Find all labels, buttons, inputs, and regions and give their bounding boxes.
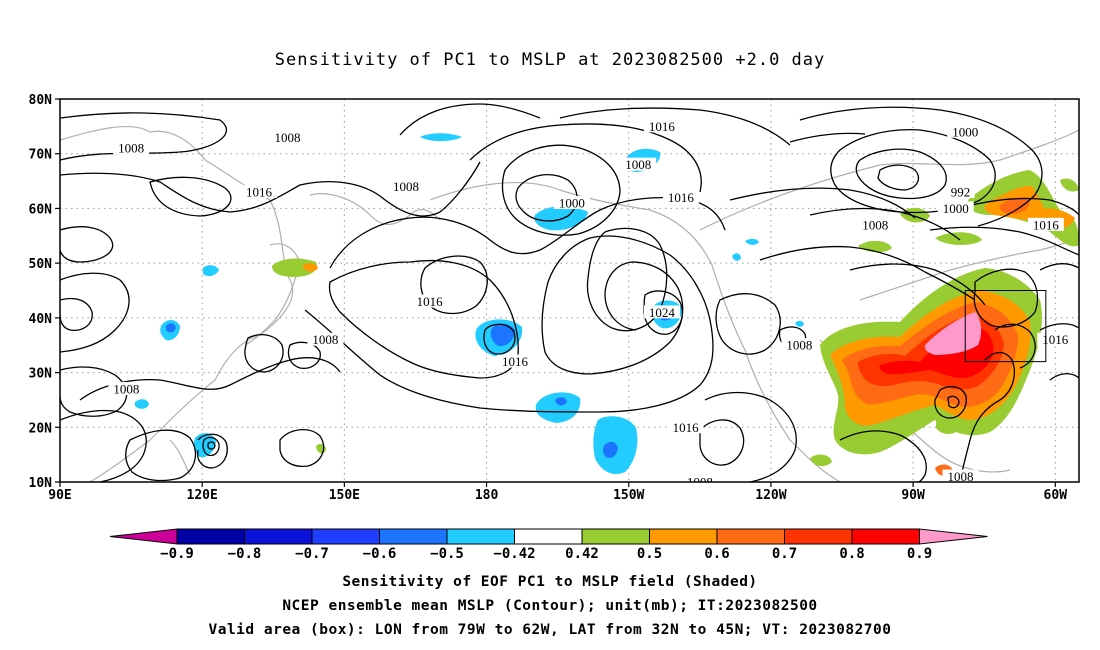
colorbar-tick-label: −0.9 xyxy=(160,546,194,562)
contour-label-bg xyxy=(643,119,680,133)
caption-line-1: Sensitivity of EOF PC1 to MSLP field (Sh… xyxy=(342,574,758,590)
colorbar-segment xyxy=(244,528,313,545)
contour-label: 1016 xyxy=(1033,217,1060,232)
contour-label: 1016 xyxy=(1042,332,1069,347)
contour-label: 1016 xyxy=(668,190,695,205)
colorbar-segment xyxy=(176,528,245,545)
contour-label-bg xyxy=(681,475,718,482)
contour-label-bg xyxy=(620,157,657,171)
contour-label: 992 xyxy=(951,185,971,200)
lat-label: 60N xyxy=(29,202,53,217)
colorbar-segment xyxy=(649,528,718,545)
colorbar-tick-label: 0.7 xyxy=(772,546,797,562)
contour-label-bg xyxy=(781,338,818,352)
contour-label-bg xyxy=(108,381,145,395)
lat-label: 70N xyxy=(29,148,53,163)
colorbar-tick-label: 0.8 xyxy=(839,546,864,562)
contour-label: 1008 xyxy=(118,141,144,156)
colorbar: −0.9 −0.8 −0.7 −0.6 −0.5 −0.42 0.42 0.5 0.6 0.7 0.… xyxy=(109,528,988,562)
contour-label: 1008 xyxy=(786,338,812,353)
contour-label-bg xyxy=(667,420,704,434)
contour-label: 1008 xyxy=(948,469,974,484)
colorbar-arrow-left xyxy=(109,528,178,545)
contour-label-bg xyxy=(269,130,306,144)
contour-label-bg xyxy=(947,124,984,138)
lon-label: 90W xyxy=(901,488,925,503)
contour-label: 1008 xyxy=(274,130,300,145)
contour-label: 1016 xyxy=(246,185,273,200)
colorbar-segment xyxy=(311,528,380,545)
lat-label: 20N xyxy=(29,421,53,436)
colorbar-tick-label: 0.9 xyxy=(907,546,932,562)
contour-label: 1008 xyxy=(113,381,139,396)
contour-label-bg xyxy=(241,185,278,199)
colorbar-tick-label: −0.7 xyxy=(295,546,329,562)
caption-line-3: Valid area (box): LON from 79W to 62W, L… xyxy=(208,622,892,638)
lon-label: 180 xyxy=(475,488,499,503)
lat-label: 30N xyxy=(29,367,53,382)
contour-label-bg xyxy=(307,332,344,346)
colorbar-tick-label: −0.42 xyxy=(493,546,535,562)
contour-label: 1016 xyxy=(649,119,676,134)
plot-frame xyxy=(59,98,1080,483)
colorbar-tick-label: −0.8 xyxy=(228,546,262,562)
lon-label: 150E xyxy=(329,488,360,503)
contour-label-bg xyxy=(387,179,424,193)
colorbar-tick-label: −0.6 xyxy=(363,546,397,562)
contour-label-bg xyxy=(946,185,975,199)
contour-label-bg xyxy=(411,294,448,308)
contour-label: 1000 xyxy=(943,201,969,216)
lon-label: 90E xyxy=(48,488,71,503)
contour-label-bg xyxy=(553,195,590,209)
map-title: Sensitivity of PC1 to MSLP at 2023082500… xyxy=(274,50,826,70)
lon-label: 120E xyxy=(187,488,218,503)
contour-label: 1024 xyxy=(649,305,676,320)
contour-label: 1008 xyxy=(862,217,888,232)
colorbar-tick-label: 0.42 xyxy=(565,546,599,562)
valid-area-box xyxy=(964,290,1047,363)
lon-label: 120W xyxy=(755,488,786,503)
contour-label: 1000 xyxy=(559,195,585,210)
contour-label: 1008 xyxy=(312,332,338,347)
contour-label-bg xyxy=(937,201,974,215)
colorbar-segment xyxy=(851,528,920,545)
contour-label-bg xyxy=(113,141,150,155)
colorbar-tick-label: 0.5 xyxy=(637,546,662,562)
contour-label-bg xyxy=(942,469,979,482)
contour-labels: 1008 1008 1016 1008 1016 1008 1000 1016 1016 1024… xyxy=(108,119,1074,490)
lat-label: 50N xyxy=(29,257,53,272)
contour-label-bg xyxy=(1027,217,1064,231)
contour-label: 1016 xyxy=(502,354,529,369)
contour-label-bg xyxy=(643,305,680,319)
colorbar-segment xyxy=(514,528,583,545)
colorbar-arrow-right xyxy=(919,528,988,545)
contour-label: 1000 xyxy=(952,124,978,139)
lon-label: 60W xyxy=(1044,488,1068,503)
plot-area: 1008 1008 1016 1008 1016 1008 1000 1016 1016 1024… xyxy=(60,99,1079,490)
contour-label-bg xyxy=(496,354,533,368)
colorbar-segment xyxy=(446,528,515,545)
lon-label: 150W xyxy=(613,488,644,503)
colorbar-segment xyxy=(379,528,448,545)
lat-label: 40N xyxy=(29,312,53,327)
colorbar-tick-label: 0.6 xyxy=(704,546,729,562)
colorbar-segment xyxy=(581,528,650,545)
lat-label: 10N xyxy=(29,476,53,491)
contour-label: 1008 xyxy=(393,179,419,194)
lat-label: 80N xyxy=(29,93,53,108)
colorbar-segment xyxy=(716,528,785,545)
contour-label: 1016 xyxy=(673,420,700,435)
colorbar-tick-label: −0.5 xyxy=(430,546,464,562)
colorbar-segment xyxy=(784,528,853,545)
contour-label: 1008 xyxy=(625,157,651,172)
contour-label: 1008 xyxy=(687,475,713,490)
contour-label: 1016 xyxy=(417,294,444,309)
caption-line-2: NCEP ensemble mean MSLP (Contour); unit(… xyxy=(282,598,818,614)
contour-label-bg xyxy=(662,190,699,204)
contour-label-bg xyxy=(857,217,894,231)
